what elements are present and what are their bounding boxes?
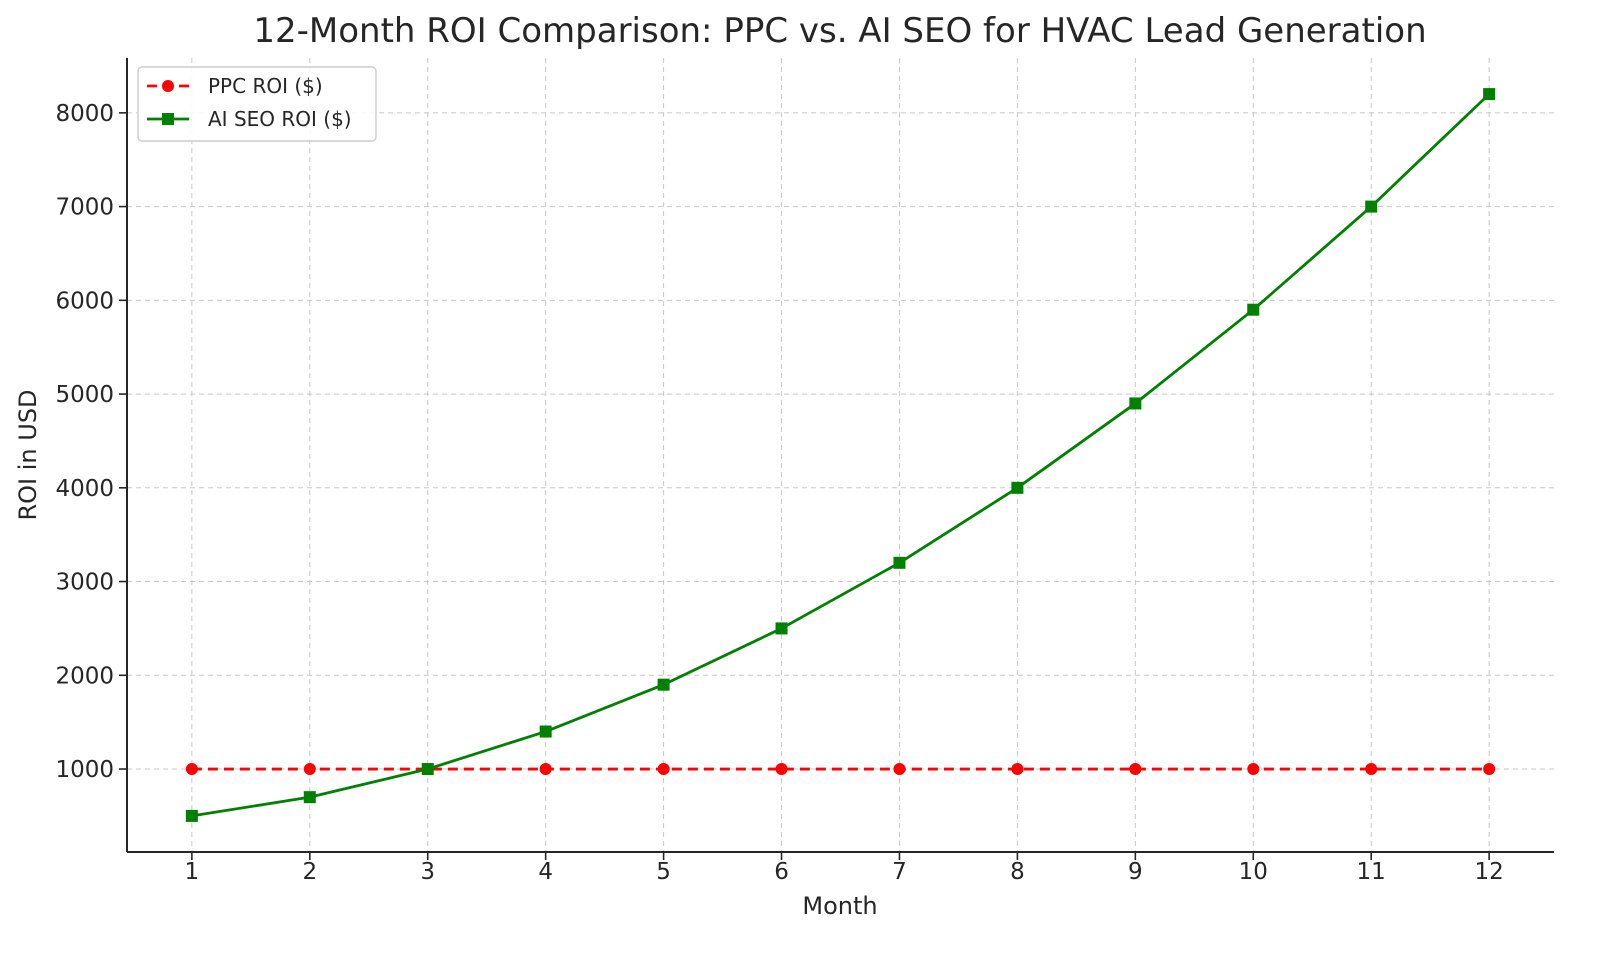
- data-point: [1247, 303, 1260, 316]
- data-point: [1365, 763, 1378, 776]
- chart-title: 12-Month ROI Comparison: PPC vs. AI SEO …: [253, 11, 1426, 51]
- x-tick-label: 7: [892, 859, 907, 885]
- x-tick-label: 12: [1474, 859, 1503, 885]
- data-point: [893, 556, 906, 569]
- legend-swatch-marker: [162, 80, 174, 92]
- legend-entries: PPC ROI ($) AI SEO ROI ($): [147, 74, 352, 131]
- data-point: [1483, 763, 1496, 776]
- x-tick-label: 11: [1357, 859, 1386, 885]
- x-axis-label: Month: [802, 892, 877, 920]
- series-layer: [185, 88, 1496, 822]
- data-point: [303, 791, 316, 804]
- x-tick-label: 5: [656, 859, 671, 885]
- y-tick-label: 3000: [55, 570, 114, 596]
- data-point: [657, 678, 670, 691]
- series-2: [185, 88, 1496, 822]
- y-tick-label: 8000: [55, 101, 114, 127]
- y-tick-label: 6000: [55, 288, 114, 314]
- legend: PPC ROI ($) AI SEO ROI ($): [137, 66, 377, 142]
- legend-label: AI SEO ROI ($): [208, 107, 352, 131]
- data-point: [185, 809, 198, 822]
- y-tick-label: 4000: [55, 476, 114, 502]
- y-axis-label: ROI in USD: [14, 389, 42, 520]
- x-tick-label: 9: [1128, 859, 1143, 885]
- data-point: [1365, 200, 1378, 213]
- x-tick-label: 1: [185, 859, 200, 885]
- y-tick-label: 1000: [55, 757, 114, 783]
- ticks: 1 2 3 4 5 6 7 8 9 10 11 121000200030004000500060007…: [55, 101, 1503, 885]
- data-point: [1129, 397, 1142, 410]
- x-tick-label: 6: [774, 859, 789, 885]
- data-point: [657, 763, 670, 776]
- legend-swatch-marker: [162, 113, 174, 125]
- x-tick-label: 10: [1239, 859, 1268, 885]
- data-point: [1011, 481, 1024, 494]
- data-point: [185, 763, 198, 776]
- x-tick-label: 3: [420, 859, 435, 885]
- data-point: [1483, 88, 1496, 101]
- x-tick-label: 8: [1010, 859, 1025, 885]
- data-point: [893, 763, 906, 776]
- x-tick-label: 4: [538, 859, 553, 885]
- y-tick-label: 7000: [55, 195, 114, 221]
- data-point: [303, 763, 316, 776]
- y-tick-label: 5000: [55, 382, 114, 408]
- legend-entry-1: PPC ROI ($): [147, 74, 323, 98]
- data-point: [1129, 763, 1142, 776]
- series-line: [191, 93, 1491, 818]
- y-tick-label: 2000: [55, 663, 114, 689]
- data-point: [1011, 763, 1024, 776]
- legend-label: PPC ROI ($): [208, 74, 323, 98]
- legend-entry-2: AI SEO ROI ($): [147, 107, 352, 131]
- grid: [127, 58, 1554, 852]
- data-point: [539, 763, 552, 776]
- data-point: [1247, 763, 1260, 776]
- data-point: [775, 763, 788, 776]
- data-point: [421, 763, 434, 776]
- x-tick-label: 2: [302, 859, 317, 885]
- data-point: [539, 725, 552, 738]
- data-point: [775, 622, 788, 635]
- legend-box: [137, 66, 377, 142]
